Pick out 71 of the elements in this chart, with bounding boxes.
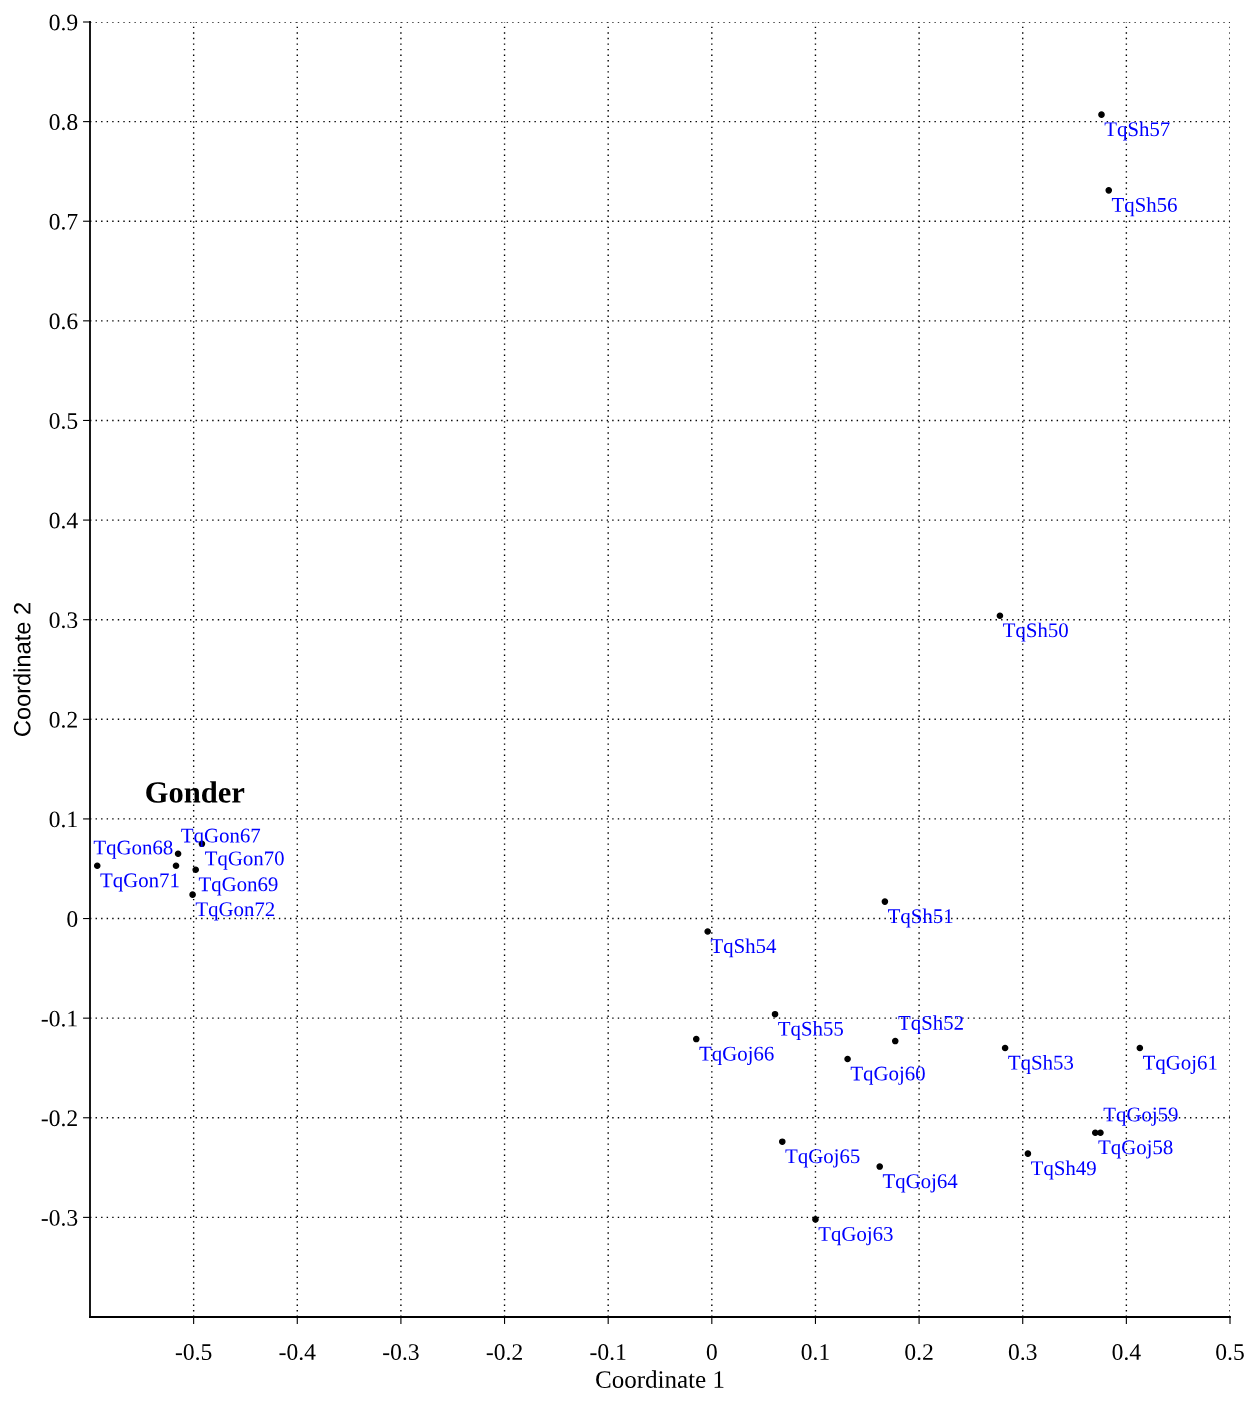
- x-tick-label: 0.4: [1112, 1344, 1141, 1361]
- y-tick-label: -0.2: [41, 1110, 77, 1127]
- point: [996, 612, 1004, 620]
- annotation: TqSh57: [1104, 121, 1170, 141]
- x-axis-title: Coordinate 1: [596, 1370, 724, 1388]
- point: [172, 862, 180, 870]
- annotation: TqGoj59: [1103, 1107, 1178, 1126]
- annotation: TqSh54: [710, 938, 777, 958]
- y-tick-label: 0.1: [49, 811, 77, 828]
- point: [1001, 1044, 1009, 1052]
- point: [1098, 111, 1105, 118]
- annotation: TqSh50: [1003, 622, 1068, 642]
- x-tick-label: -0.1: [590, 1344, 626, 1361]
- y-tick-label: 0: [67, 911, 78, 927]
- point: [778, 1138, 786, 1145]
- annotation: TqGoj61: [1142, 1055, 1217, 1074]
- point: [192, 866, 200, 874]
- annotation: TqGon70: [205, 851, 284, 870]
- y-tick-label: 0.2: [49, 711, 77, 728]
- annotation: TqSh53: [1008, 1054, 1074, 1074]
- y-tick-label: 0.7: [49, 213, 78, 230]
- point: [1097, 1129, 1104, 1137]
- point: [812, 1216, 819, 1223]
- annotation: TqGoj58: [1098, 1140, 1173, 1159]
- x-tick-label: -0.5: [175, 1344, 212, 1361]
- annotation: TqGoj66: [699, 1046, 774, 1065]
- x-tick-label: 0.1: [801, 1344, 829, 1361]
- point: [844, 1055, 851, 1063]
- y-tick-label: 0.3: [49, 612, 78, 629]
- annotation: TqGon71: [100, 873, 179, 892]
- y-tick-label: -0.1: [41, 1010, 77, 1027]
- y-tick-label: 0.6: [49, 313, 78, 330]
- annotation: TqGon67: [181, 828, 261, 847]
- x-tick-label: -0.2: [486, 1344, 522, 1361]
- point: [771, 1010, 779, 1018]
- annotation: TqGon69: [198, 877, 278, 896]
- annotation: TqSh55: [778, 1021, 843, 1041]
- x-tick-label: 0: [706, 1344, 717, 1361]
- annotation: TqSh49: [1031, 1160, 1096, 1180]
- point: [1024, 1150, 1032, 1157]
- annotation: TqGon68: [93, 840, 173, 859]
- point: [189, 891, 196, 898]
- point: [891, 1037, 899, 1045]
- point: [1105, 187, 1113, 194]
- point: [1136, 1044, 1144, 1052]
- point: [704, 928, 711, 935]
- annotation: TqSh52: [898, 1015, 963, 1035]
- y-tick-label: 0.9: [49, 14, 78, 31]
- point: [93, 862, 101, 870]
- annotation: TqGon72: [195, 902, 275, 921]
- point: [692, 1035, 700, 1043]
- x-tick-label: -0.3: [383, 1344, 419, 1361]
- annotation: Gonder: [146, 781, 245, 803]
- point: [876, 1163, 884, 1170]
- y-tick-label: 0.4: [49, 512, 78, 529]
- point: [174, 850, 182, 858]
- annotation: TqSh51: [888, 908, 953, 928]
- y-axis-title: Coordinate 2: [13, 603, 31, 736]
- annotation: TqSh56: [1111, 197, 1177, 217]
- x-tick-label: 0.5: [1216, 1344, 1244, 1361]
- annotation: TqGoj60: [850, 1066, 925, 1085]
- x-tick-label: -0.4: [279, 1344, 316, 1361]
- y-tick-label: 0.8: [49, 114, 78, 131]
- point: [881, 898, 889, 905]
- annotation: TqGoj64: [882, 1174, 958, 1193]
- x-tick-label: 0.3: [1008, 1344, 1037, 1361]
- x-tick-label: 0.2: [905, 1344, 933, 1361]
- annotation: TqGoj65: [785, 1149, 860, 1168]
- y-tick-label: 0.5: [49, 412, 78, 429]
- y-tick-label: -0.3: [41, 1209, 78, 1226]
- annotation: TqGoj63: [818, 1226, 893, 1246]
